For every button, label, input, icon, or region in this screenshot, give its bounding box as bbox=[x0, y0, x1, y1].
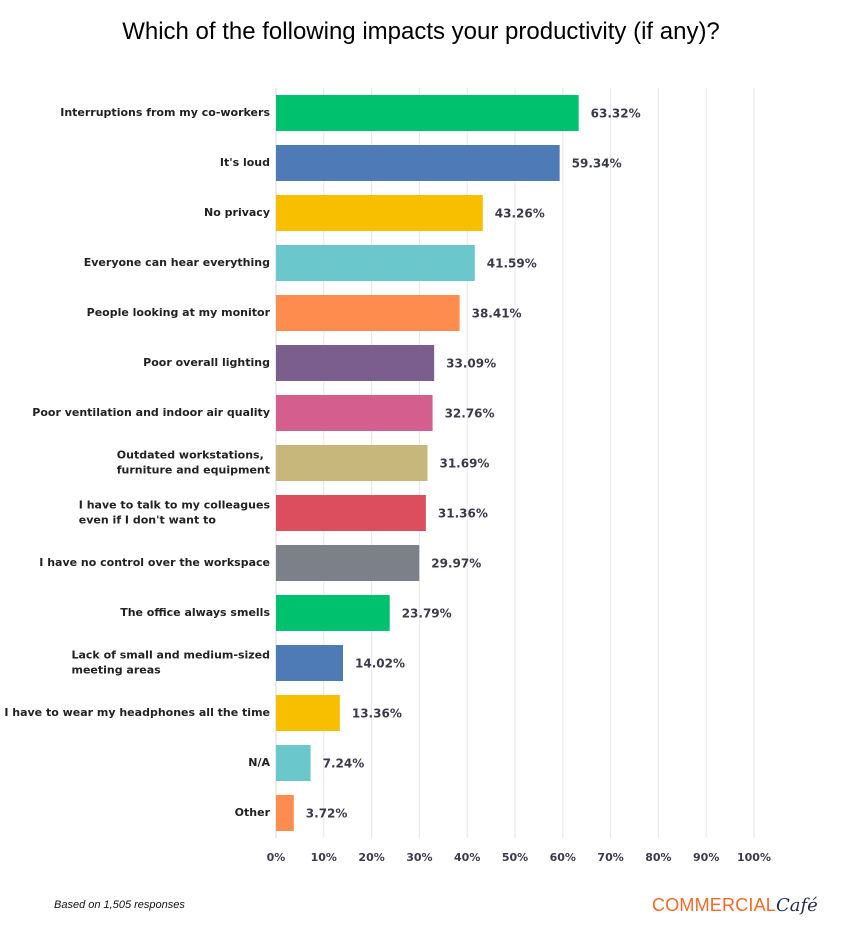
category-label: I have to talk to my colleagues even if I… bbox=[79, 499, 271, 527]
category-label: I have to wear my headphones all the tim… bbox=[4, 706, 270, 719]
x-tick-label: 70% bbox=[597, 851, 623, 864]
x-tick-label: 30% bbox=[406, 851, 432, 864]
x-tick-label: 60% bbox=[550, 851, 576, 864]
bar bbox=[276, 145, 560, 181]
bar bbox=[276, 245, 475, 281]
category-label: People looking at my monitor bbox=[87, 306, 271, 319]
category-label: Lack of small and medium-sized meeting ar… bbox=[71, 649, 270, 677]
bar bbox=[276, 795, 294, 831]
value-label: 59.34% bbox=[572, 157, 622, 171]
footnote: Based on 1,505 responses bbox=[54, 899, 185, 911]
category-label: I have no control over the workspace bbox=[39, 556, 270, 569]
category-label: Poor overall lighting bbox=[143, 356, 270, 369]
bar bbox=[276, 395, 433, 431]
labels: 0% 10% 20% 30% 40% 50% 60% 70% 80% 90% 100% 63.32% I… bbox=[4, 106, 771, 864]
category-label: Interruptions from my co-workers bbox=[60, 106, 270, 119]
value-label: 41.59% bbox=[487, 257, 537, 271]
x-tick-label: 90% bbox=[693, 851, 719, 864]
x-tick-label: 40% bbox=[454, 851, 480, 864]
bar bbox=[276, 345, 435, 381]
value-label: 43.26% bbox=[495, 207, 545, 221]
value-label: 33.09% bbox=[446, 357, 496, 371]
bar bbox=[276, 645, 344, 681]
value-label: 14.02% bbox=[355, 657, 405, 671]
x-tick-label: 10% bbox=[311, 851, 337, 864]
value-label: 13.36% bbox=[352, 707, 402, 721]
value-label: 29.97% bbox=[431, 557, 481, 571]
bars bbox=[276, 95, 579, 831]
brand-main-text: COMMERCIAL bbox=[652, 895, 777, 915]
category-label: Outdated workstations, furniture and equi… bbox=[117, 449, 270, 477]
value-label: 23.79% bbox=[402, 607, 452, 621]
bar bbox=[276, 195, 483, 231]
x-tick-label: 20% bbox=[358, 851, 384, 864]
bar bbox=[276, 445, 428, 481]
value-label: 63.32% bbox=[591, 107, 641, 121]
chart-title: Which of the following impacts your prod… bbox=[122, 18, 720, 45]
category-label: N/A bbox=[248, 756, 270, 769]
bar bbox=[276, 95, 579, 131]
bar bbox=[276, 695, 340, 731]
value-label: 31.36% bbox=[438, 507, 488, 521]
value-label: 38.41% bbox=[472, 307, 522, 321]
value-label: 31.69% bbox=[439, 457, 489, 471]
value-label: 7.24% bbox=[323, 757, 365, 771]
value-label: 3.72% bbox=[306, 807, 348, 821]
x-tick-label: 0% bbox=[267, 851, 286, 864]
bar bbox=[276, 545, 420, 581]
value-label: 32.76% bbox=[445, 407, 495, 421]
x-tick-label: 100% bbox=[737, 851, 771, 864]
category-label: It's loud bbox=[220, 156, 270, 169]
brand-logo: COMMERCIALCafé bbox=[652, 895, 818, 916]
brand-script-text: Café bbox=[776, 895, 818, 916]
category-label: Everyone can hear everything bbox=[84, 256, 270, 269]
category-label: No privacy bbox=[204, 206, 270, 219]
x-tick-label: 80% bbox=[645, 851, 671, 864]
bar bbox=[276, 295, 460, 331]
category-label: The office always smells bbox=[120, 606, 270, 619]
category-label: Other bbox=[235, 806, 271, 819]
category-label: Poor ventilation and indoor air quality bbox=[32, 406, 270, 419]
bar bbox=[276, 495, 426, 531]
bar bbox=[276, 745, 311, 781]
bar bbox=[276, 595, 390, 631]
x-tick-label: 50% bbox=[502, 851, 528, 864]
